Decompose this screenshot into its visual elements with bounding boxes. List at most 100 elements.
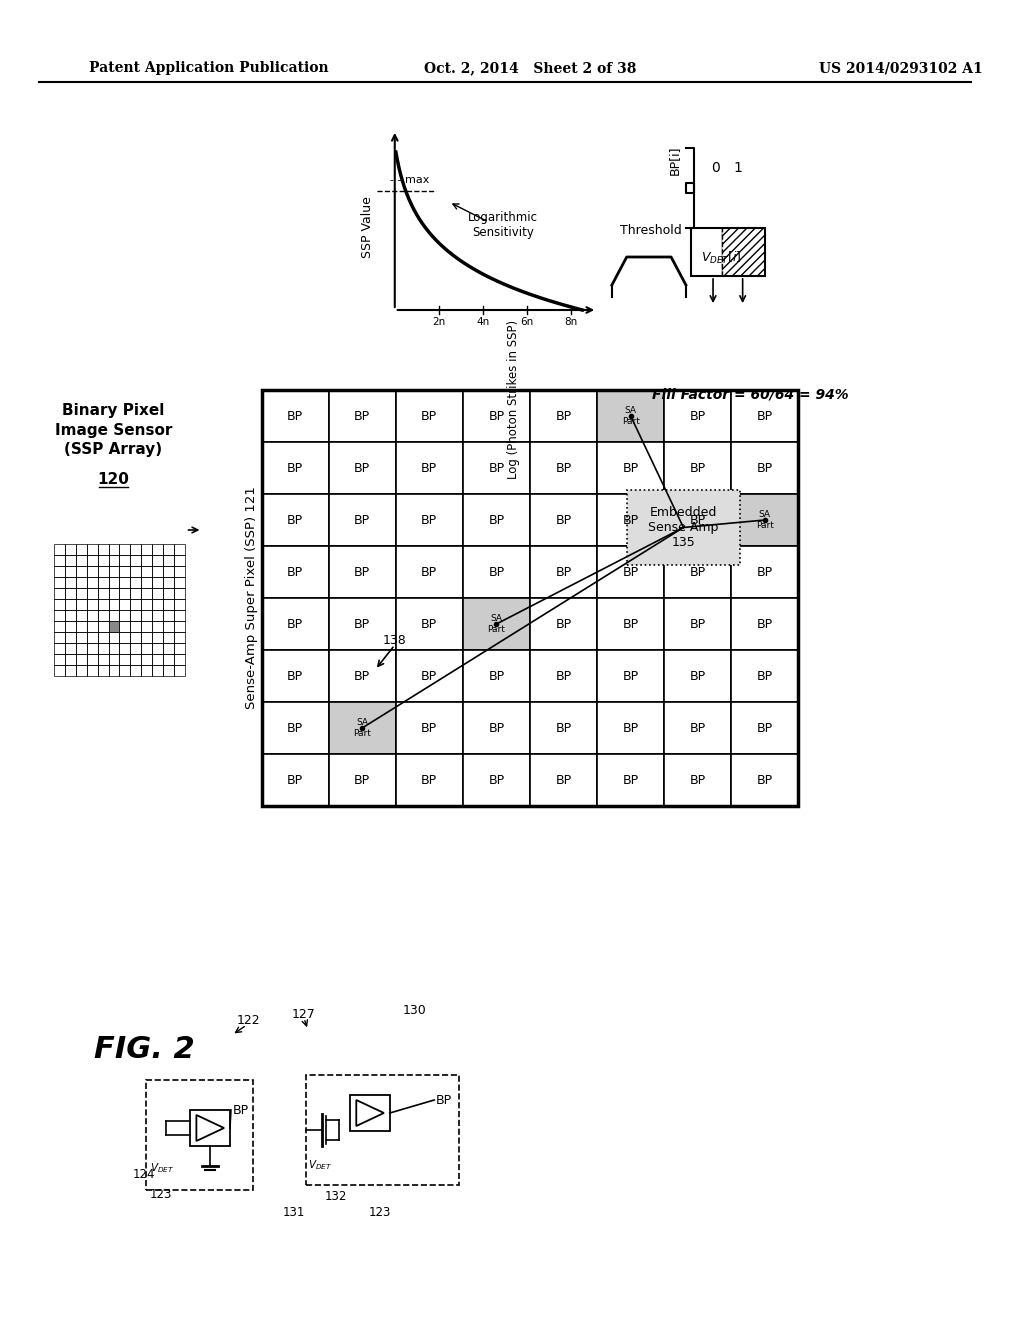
- Text: BP: BP: [354, 513, 371, 527]
- Bar: [163, 577, 174, 587]
- Bar: [261, 494, 329, 546]
- Bar: [597, 546, 665, 598]
- Bar: [152, 544, 163, 554]
- Bar: [120, 554, 130, 566]
- Text: BP: BP: [690, 618, 706, 631]
- Text: BP: BP: [757, 722, 773, 734]
- Bar: [463, 389, 530, 442]
- Bar: [66, 599, 76, 610]
- Bar: [54, 643, 66, 653]
- Bar: [174, 554, 184, 566]
- Bar: [163, 643, 174, 653]
- Bar: [120, 665, 130, 676]
- Text: BP: BP: [757, 669, 773, 682]
- Bar: [174, 587, 184, 599]
- Bar: [731, 649, 799, 702]
- Bar: [54, 587, 66, 599]
- Bar: [66, 653, 76, 665]
- Text: SA
Part: SA Part: [756, 511, 774, 529]
- Text: BP: BP: [757, 565, 773, 578]
- Text: Logarithmic
Sensitivity: Logarithmic Sensitivity: [468, 211, 539, 239]
- Bar: [109, 653, 120, 665]
- Bar: [120, 566, 130, 577]
- Text: BP: BP: [421, 565, 437, 578]
- Bar: [731, 702, 799, 754]
- Bar: [174, 620, 184, 632]
- Text: BP: BP: [488, 722, 505, 734]
- Bar: [597, 442, 665, 494]
- Text: BP: BP: [488, 513, 505, 527]
- Bar: [130, 599, 141, 610]
- Bar: [87, 566, 97, 577]
- Text: BP: BP: [555, 462, 571, 474]
- Bar: [261, 598, 329, 649]
- Bar: [152, 620, 163, 632]
- Text: BP: BP: [287, 565, 303, 578]
- Bar: [163, 665, 174, 676]
- Bar: [163, 620, 174, 632]
- Bar: [97, 620, 109, 632]
- Bar: [66, 665, 76, 676]
- Bar: [722, 228, 765, 276]
- Text: BP: BP: [287, 669, 303, 682]
- Text: BP: BP: [354, 774, 371, 787]
- Bar: [691, 228, 765, 276]
- Bar: [163, 653, 174, 665]
- Text: BP: BP: [354, 409, 371, 422]
- Text: BP: BP: [690, 722, 706, 734]
- Bar: [530, 649, 597, 702]
- Bar: [97, 653, 109, 665]
- Bar: [261, 442, 329, 494]
- Text: BP: BP: [421, 618, 437, 631]
- Bar: [731, 494, 799, 546]
- Bar: [141, 620, 152, 632]
- Bar: [109, 620, 120, 632]
- Bar: [261, 702, 329, 754]
- Bar: [130, 643, 141, 653]
- Bar: [109, 665, 120, 676]
- Bar: [76, 577, 87, 587]
- Bar: [97, 599, 109, 610]
- Text: 4n: 4n: [476, 317, 489, 327]
- Text: 122: 122: [237, 1014, 260, 1027]
- Text: 6n: 6n: [520, 317, 534, 327]
- Bar: [141, 632, 152, 643]
- Bar: [141, 587, 152, 599]
- Text: 120: 120: [97, 473, 129, 487]
- Bar: [190, 1110, 230, 1146]
- Bar: [76, 632, 87, 643]
- Bar: [152, 566, 163, 577]
- Bar: [395, 494, 463, 546]
- Bar: [463, 494, 530, 546]
- Bar: [597, 494, 665, 546]
- Text: BP: BP: [757, 462, 773, 474]
- Bar: [597, 598, 665, 649]
- Bar: [130, 587, 141, 599]
- Bar: [530, 389, 597, 442]
- Text: SA
Part: SA Part: [487, 614, 506, 634]
- Bar: [665, 598, 731, 649]
- Polygon shape: [356, 1100, 384, 1126]
- Bar: [665, 754, 731, 807]
- Bar: [463, 649, 530, 702]
- Bar: [66, 566, 76, 577]
- Text: BP: BP: [757, 774, 773, 787]
- Bar: [141, 599, 152, 610]
- Bar: [54, 632, 66, 643]
- Bar: [174, 544, 184, 554]
- Bar: [665, 389, 731, 442]
- Bar: [141, 610, 152, 620]
- Bar: [665, 649, 731, 702]
- Text: SA
Part: SA Part: [353, 718, 371, 738]
- Text: Sense-Amp Super Pixel (SSP) 121: Sense-Amp Super Pixel (SSP) 121: [245, 487, 258, 709]
- Text: BP: BP: [690, 513, 706, 527]
- Bar: [665, 546, 731, 598]
- Text: BP: BP: [287, 774, 303, 787]
- Bar: [76, 566, 87, 577]
- Text: FIG. 2: FIG. 2: [94, 1035, 195, 1064]
- Bar: [530, 546, 597, 598]
- Text: BP: BP: [488, 409, 505, 422]
- Text: BP: BP: [421, 513, 437, 527]
- Bar: [54, 566, 66, 577]
- Bar: [66, 620, 76, 632]
